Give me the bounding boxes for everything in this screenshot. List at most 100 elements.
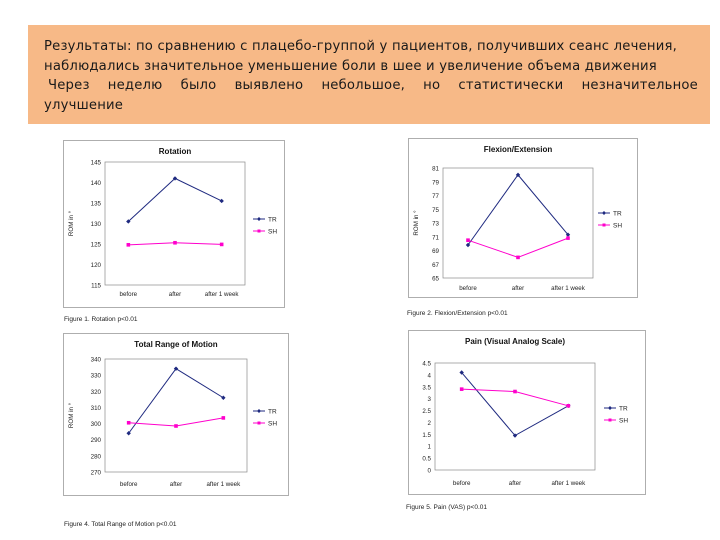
y-tick-label: 135 <box>91 201 102 208</box>
chart-frame <box>408 330 646 495</box>
data-point-sh <box>466 238 470 242</box>
x-tick-label: before <box>459 285 477 292</box>
chart-flexion: Flexion/Extension 81 79 77 75 73 71 69 67 65 ROM i… <box>408 138 638 298</box>
x-tick-label: after 1 week <box>206 481 241 488</box>
y-axis-label: ROM in ° <box>413 210 420 236</box>
legend-label-tr: TR <box>613 210 622 217</box>
x-tick-label: after <box>170 481 182 488</box>
chart-title: Rotation <box>159 147 192 156</box>
legend-marker-sh <box>257 421 261 425</box>
data-point-tr <box>221 395 226 400</box>
data-point-sh <box>126 243 131 247</box>
plot-area <box>104 358 248 473</box>
legend-marker-tr <box>608 406 612 410</box>
y-tick-label: 2.5 <box>422 408 431 415</box>
plot-area <box>104 161 246 286</box>
y-tick-label: 300 <box>91 421 102 428</box>
y-tick-label: 75 <box>432 207 439 214</box>
data-point-tr <box>515 172 521 178</box>
chart-panel-flexion: Flexion/Extension 81 79 77 75 73 71 69 67 65 ROM i… <box>408 138 638 298</box>
y-tick-label: 1.5 <box>422 432 431 439</box>
x-tick-label: before <box>120 481 138 488</box>
y-tick-label: 73 <box>432 221 439 228</box>
x-tick-label: after <box>512 285 524 292</box>
legend-marker-tr <box>257 217 261 221</box>
y-tick-label: 270 <box>91 470 102 477</box>
banner-line-2: наблюдались значительное уменьшение боли… <box>44 58 657 74</box>
y-tick-label: 320 <box>91 389 102 396</box>
y-tick-label: 0 <box>428 468 432 475</box>
data-point-tr <box>126 431 131 436</box>
data-point-tr <box>219 198 224 204</box>
x-tick-label: after 1 week <box>551 285 586 292</box>
y-tick-label: 67 <box>432 262 439 269</box>
legend-label-sh: SH <box>268 228 277 235</box>
chart-title: Pain (Visual Analog Scale) <box>465 337 565 346</box>
chart-panel-pain: Pain (Visual Analog Scale) 4.5 4 3.5 3 2.5 2 1.… <box>408 330 646 495</box>
y-tick-label: 310 <box>91 405 102 412</box>
y-tick-label: 77 <box>432 193 439 200</box>
y-tick-label: 145 <box>91 160 102 167</box>
x-tick-label: after 1 week <box>205 291 240 298</box>
legend-label-tr: TR <box>619 405 628 412</box>
y-tick-label: 3 <box>428 396 432 403</box>
banner-line-3: Через неделю было выявлено небольшое, но… <box>48 78 698 93</box>
chart-total-rom: Total Range of Motion 340 330 320 310 300 290 2… <box>63 333 289 496</box>
chart-panel-rotation: Rotation 145 140 135 130 125 120 115 ROM in ° bef… <box>63 140 285 308</box>
legend-marker-tr <box>602 211 606 215</box>
data-point-sh <box>459 387 464 391</box>
chart-panel-total-rom: Total Range of Motion 340 330 320 310 300 290 2… <box>63 333 289 496</box>
plot-area <box>442 167 594 279</box>
legend-marker-sh <box>608 418 612 422</box>
y-tick-label: 2 <box>428 420 432 427</box>
caption-flexion: Figure 2. Flexion/Extension p<0.01 <box>407 310 508 317</box>
chart-title: Total Range of Motion <box>134 340 218 349</box>
banner-text: Результаты: по сравнению с плацебо-групп… <box>44 37 698 115</box>
banner-line-4: улучшение <box>44 97 124 113</box>
y-tick-label: 330 <box>91 373 102 380</box>
x-tick-label: before <box>453 480 471 487</box>
x-tick-label: after <box>169 291 181 298</box>
legend-label-sh: SH <box>613 222 622 229</box>
data-point-tr <box>459 370 464 375</box>
caption-pain: Figure 5. Pain (VAS) p<0.01 <box>406 504 487 511</box>
title-banner <box>28 25 710 124</box>
y-tick-label: 140 <box>91 180 102 187</box>
legend-label-tr: TR <box>268 408 277 415</box>
data-point-tr <box>126 219 131 224</box>
data-point-tr <box>173 366 179 371</box>
legend-marker-sh <box>602 223 606 227</box>
data-point-sh <box>516 255 520 260</box>
y-tick-label: 130 <box>91 221 102 228</box>
y-tick-label: 71 <box>432 234 439 241</box>
y-tick-label: 290 <box>91 437 102 444</box>
y-tick-label: 4.5 <box>422 361 431 368</box>
y-tick-label: 115 <box>91 283 101 290</box>
chart-frame <box>63 333 289 496</box>
y-tick-label: 79 <box>432 179 439 186</box>
plot-area <box>434 362 596 471</box>
y-tick-label: 81 <box>432 166 439 173</box>
x-tick-label: after <box>509 480 521 487</box>
y-tick-label: 0.5 <box>422 456 431 463</box>
data-point-sh <box>566 236 570 240</box>
data-point-sh <box>566 404 571 408</box>
y-tick-label: 125 <box>91 242 102 249</box>
legend-marker-sh <box>257 229 261 233</box>
data-point-sh <box>513 389 517 394</box>
chart-rotation: Rotation 145 140 135 130 125 120 115 ROM in ° bef… <box>63 140 285 308</box>
chart-title: Flexion/Extension <box>484 145 553 154</box>
data-point-tr <box>512 433 518 438</box>
legend-label-tr: TR <box>268 216 277 223</box>
data-point-tr <box>565 232 571 237</box>
y-tick-label: 280 <box>91 453 102 460</box>
y-tick-label: 65 <box>432 276 439 283</box>
data-point-sh <box>174 424 178 428</box>
caption-total-rom: Figure 4. Total Range of Motion p<0.01 <box>64 521 177 528</box>
data-point-sh <box>173 240 177 245</box>
y-tick-label: 1 <box>428 444 432 451</box>
legend-label-sh: SH <box>268 420 277 427</box>
data-point-sh <box>219 242 224 247</box>
y-tick-label: 69 <box>432 248 439 255</box>
chart-frame <box>408 138 638 298</box>
